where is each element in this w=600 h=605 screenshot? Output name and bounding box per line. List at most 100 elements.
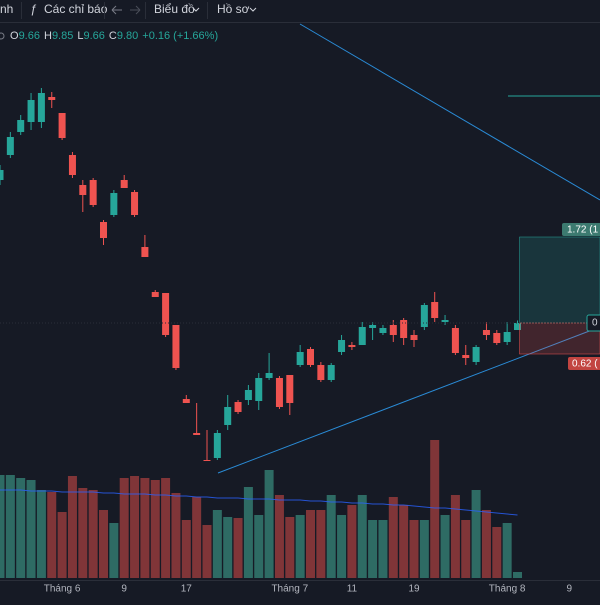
volume-bar — [120, 478, 129, 578]
x-tick-label: 9 — [121, 584, 127, 595]
volume-bar — [327, 495, 336, 578]
candle-body — [504, 332, 511, 342]
volume-bar — [130, 476, 139, 578]
candle-body — [348, 345, 355, 347]
volume-bar — [503, 523, 512, 578]
volume-bar — [203, 525, 212, 578]
volume-bar — [213, 510, 222, 578]
profile-menu[interactable]: Hồ sơ — [217, 2, 250, 16]
candle-body — [317, 365, 324, 380]
volume-bar — [16, 478, 25, 578]
volume-bar — [47, 492, 56, 578]
volume-bar — [109, 523, 118, 578]
x-tick-label: 11 — [347, 584, 358, 595]
candle-body — [369, 325, 376, 328]
volume-bar — [472, 490, 481, 578]
legend-change: +0.16 (+1.66%) — [142, 30, 218, 42]
volume-bar — [254, 515, 263, 578]
volume-bar — [99, 510, 108, 578]
indicators-button[interactable]: Các chỉ báo — [44, 2, 108, 16]
volume-bar — [368, 520, 377, 578]
candle-body — [193, 433, 200, 435]
legend-l: 9.66 — [83, 30, 104, 42]
candle-body — [69, 155, 76, 175]
volume-bar — [140, 478, 149, 578]
candle-body — [235, 402, 242, 412]
candle-body — [100, 222, 107, 238]
volume-bar — [451, 495, 460, 578]
candle-body — [162, 293, 169, 335]
volume-bar — [513, 572, 522, 578]
candle-body — [473, 347, 480, 362]
tab-label[interactable]: nh — [0, 2, 13, 16]
candle-body — [172, 325, 179, 368]
target-label: 1.72 (1 — [567, 225, 599, 236]
candle-body — [431, 302, 438, 318]
candle-body — [359, 327, 366, 345]
volume-bar — [89, 490, 98, 578]
candle-body — [0, 170, 4, 180]
candle-body — [297, 352, 304, 365]
indicator-icon[interactable]: ƒ — [30, 2, 37, 16]
chart-menu[interactable]: Biểu đồ — [154, 2, 195, 16]
volume-bar — [461, 520, 470, 578]
volume-bar — [78, 488, 87, 578]
volume-bar — [410, 520, 419, 578]
candle-body — [379, 328, 386, 333]
legend-c: 9.80 — [117, 30, 138, 42]
profit-zone — [520, 237, 600, 323]
volume-bar — [306, 510, 315, 578]
volume-bar — [58, 512, 67, 578]
volume-bar — [37, 490, 46, 578]
candle-body — [390, 325, 397, 335]
candle-body — [400, 320, 407, 338]
volume-bar — [358, 495, 367, 578]
candle-body — [7, 137, 14, 155]
candle-body — [224, 407, 231, 425]
candle-body — [121, 180, 128, 188]
candle-body — [245, 390, 252, 400]
volume-bar — [275, 495, 284, 578]
volume-bar — [68, 476, 77, 578]
volume-bar — [420, 520, 429, 578]
x-tick-label: 19 — [408, 584, 420, 595]
candle-body — [110, 193, 117, 215]
x-tick-label: 17 — [181, 584, 193, 595]
candle-body — [48, 97, 55, 100]
candle-body — [90, 180, 97, 205]
candle-body — [276, 378, 283, 407]
volume-bar — [285, 517, 294, 578]
legend-h: 9.85 — [52, 30, 73, 42]
candle-body — [141, 247, 148, 257]
volume-bar — [161, 478, 170, 578]
legend-c-label: C — [109, 30, 117, 42]
candle-body — [442, 320, 449, 322]
candle-body — [38, 93, 45, 122]
candle-body — [214, 433, 221, 458]
legend-h-label: H — [44, 30, 52, 42]
x-tick-label: Tháng 8 — [489, 584, 526, 595]
x-tick-label: Tháng 7 — [271, 584, 308, 595]
volume-bar — [378, 520, 387, 578]
volume-bar — [389, 497, 398, 578]
candle-body — [307, 349, 314, 365]
volume-bar — [223, 517, 232, 578]
legend-o: 9.66 — [19, 30, 40, 42]
candle-body — [493, 333, 500, 343]
candle-body — [483, 330, 490, 335]
volume-bar — [430, 440, 439, 578]
candle-body — [421, 305, 428, 327]
volume-bar — [192, 497, 201, 578]
volume-bar — [482, 510, 491, 578]
candle-body — [452, 328, 459, 353]
volume-bar — [492, 527, 501, 578]
candle-body — [152, 292, 159, 297]
volume-bar — [27, 480, 36, 578]
candle-body — [79, 185, 86, 195]
x-tick-label: 9 — [566, 584, 572, 595]
volume-bar — [399, 505, 408, 578]
candle-body — [28, 100, 35, 122]
volume-bar — [265, 470, 274, 578]
volume-bar — [296, 515, 305, 578]
